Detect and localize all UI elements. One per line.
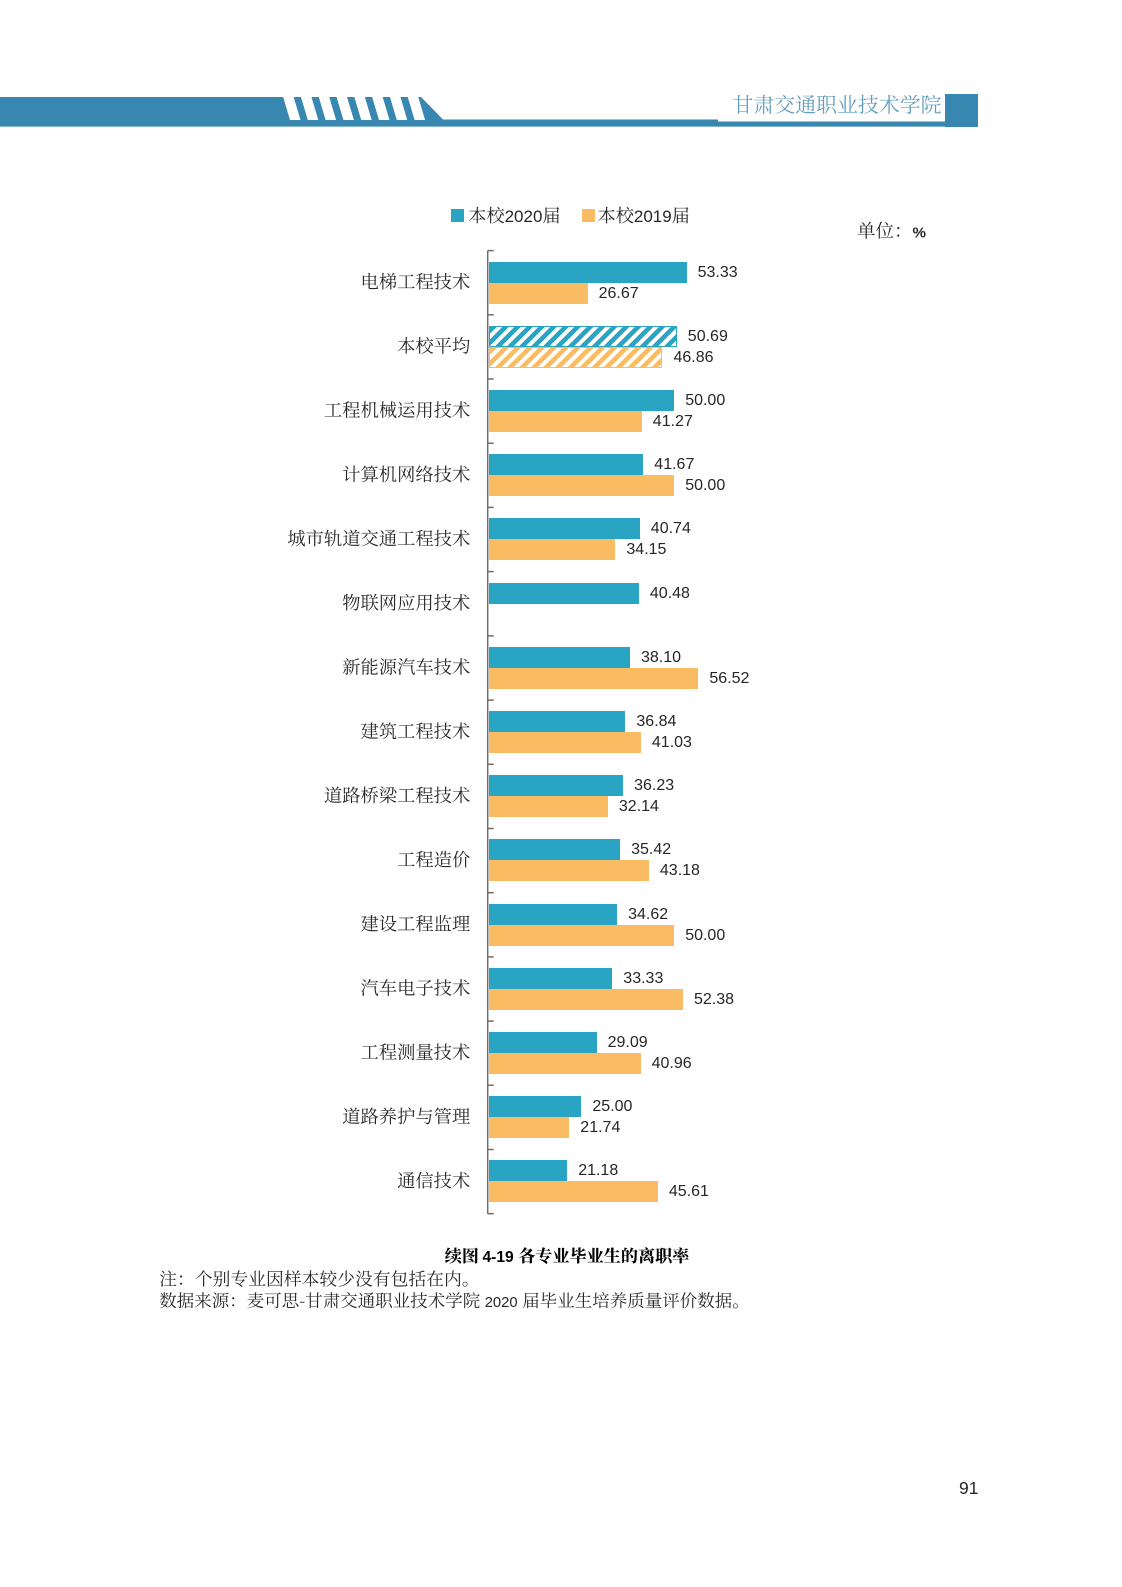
svg-text:2019: 2019 (634, 207, 672, 226)
svg-text:%: % (913, 224, 927, 241)
svg-text:4-19: 4-19 (483, 1249, 515, 1266)
svg-text:2020: 2020 (505, 207, 543, 226)
svg-text:2020: 2020 (485, 1295, 518, 1311)
